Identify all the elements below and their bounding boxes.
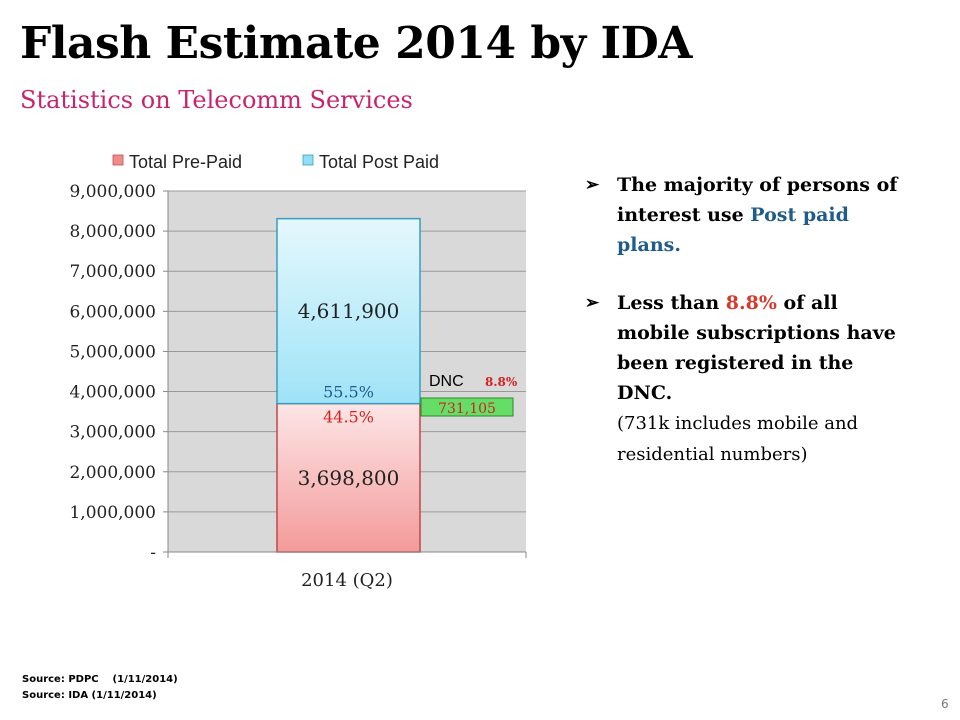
dnc-value-box [420,397,514,417]
data-label-post-paid: 4,611,900 [298,299,400,323]
bullet-list: ➢ The majority of persons of interest us… [585,170,915,498]
bullet-text: Less than [617,292,726,314]
percent-label-pre-paid: 44.5% [323,408,374,427]
percent-label-post-paid: 55.5% [323,383,374,402]
y-tick-label: 3,000,000 [69,423,156,443]
x-tick-label: 2014 (Q2) [301,570,393,591]
legend: Total Pre-Paid Total Post Paid [112,152,439,172]
y-tick-label: 5,000,000 [69,342,156,362]
legend-swatch-pre-paid [112,154,124,166]
slide-subtitle: Statistics on Telecomm Services [20,86,413,114]
bullet-highlight: 8.8% [725,292,777,314]
legend-label-pre-paid: Total Pre-Paid [129,152,242,172]
source-line: Source: PDPC (1/11/2014) [22,674,178,685]
slide-title: Flash Estimate 2014 by IDA [20,18,692,69]
arrow-bullet-icon: ➢ [585,293,600,313]
sources: Source: PDPC (1/11/2014) Source: IDA (1/… [22,672,178,704]
y-tick-label: 4,000,000 [69,383,156,403]
bullet-text: of all mobile subscriptions have been re… [617,292,896,404]
y-tick-label: 2,000,000 [69,463,156,483]
page-number: 6 [941,697,949,711]
bullet-item: ➢ The majority of persons of interest us… [585,170,915,260]
y-tick-label: 6,000,000 [69,302,156,322]
y-axis: - 1,000,000 2,000,000 3,000,000 4,000,000 5,0… [69,182,169,563]
legend-label-post-paid: Total Post Paid [319,152,439,172]
bars: 4,611,900 3,698,800 55.5% 44.5% [276,217,421,553]
source-line: Source: IDA (1/11/2014) [22,690,157,701]
x-axis: 2014 (Q2) [167,551,527,591]
bullet-note: (731k includes mobile and residential nu… [617,413,859,465]
bullet-text: The majority of persons of interest use [617,174,898,226]
arrow-bullet-icon: ➢ [585,175,600,195]
bar-pre-paid [276,402,421,553]
dnc-annotation: DNC 8.8% 731,105 [420,373,518,417]
dnc-percent: 8.8% [485,375,518,389]
bullet-highlight: Post paid plans. [617,204,849,256]
legend-swatch-post-paid [302,154,314,166]
data-label-pre-paid: 3,698,800 [298,466,400,490]
y-tick-label: 1,000,000 [69,503,156,523]
bar-post-paid [276,217,421,405]
stacked-bar-chart: - 1,000,000 2,000,000 3,000,000 4,000,000 5,0… [69,152,527,591]
y-tick-label: - [150,543,156,563]
y-tick-label: 7,000,000 [69,262,156,282]
dnc-label: DNC [429,373,464,390]
y-tick-label: 8,000,000 [69,222,156,242]
y-tick-label: 9,000,000 [69,182,156,202]
dnc-value: 731,105 [438,401,496,417]
bullet-item: ➢ Less than 8.8% of all mobile subscript… [585,288,915,470]
